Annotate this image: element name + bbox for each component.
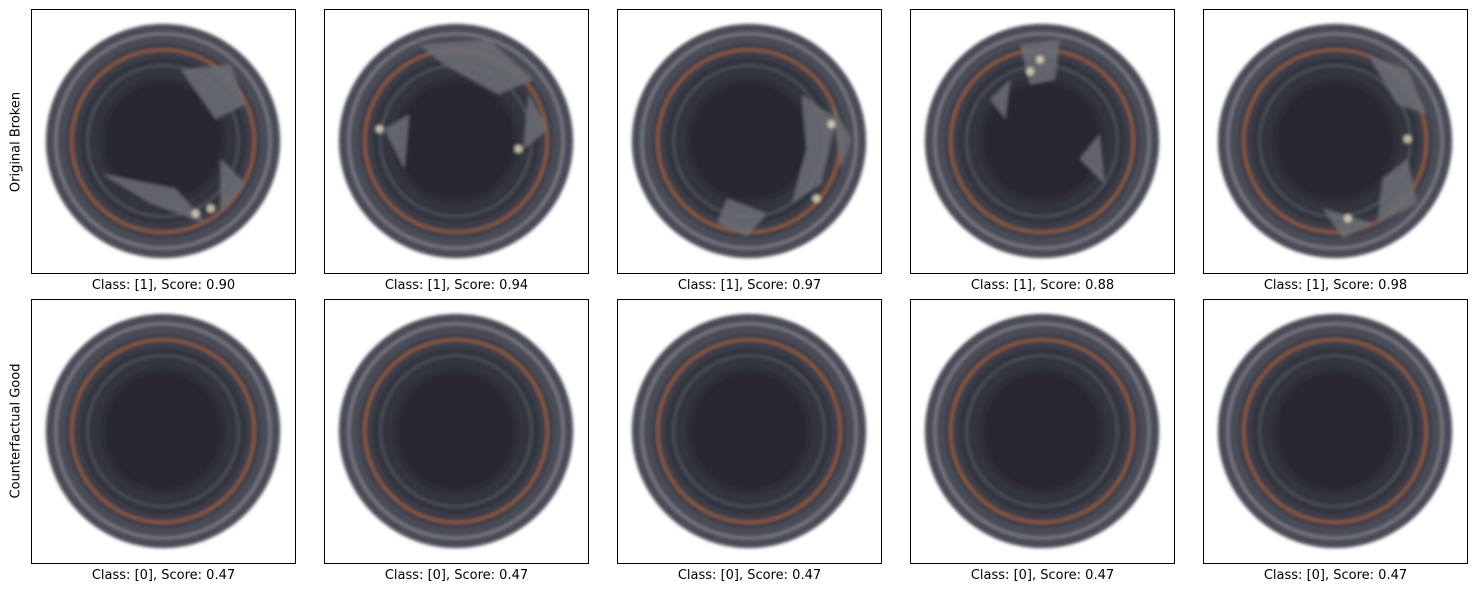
caption-counterfactual-good-1: Class: [0], Score: 0.47: [91, 568, 236, 583]
bottle-photo: [338, 23, 574, 259]
bottle-photo: [924, 313, 1160, 549]
caption-original-broken-4: Class: [1], Score: 0.88: [970, 278, 1115, 293]
caption-original-broken-1: Class: [1], Score: 0.90: [91, 278, 236, 293]
row-label-counterfactual-good: Counterfactual Good: [8, 363, 24, 499]
image-counterfactual-good-5: [1203, 299, 1468, 564]
image-original-broken-5: [1203, 9, 1468, 274]
bottle-photo: [631, 313, 867, 549]
image-counterfactual-good-2: [324, 299, 589, 564]
image-original-broken-1: [31, 9, 296, 274]
caption-counterfactual-good-4: Class: [0], Score: 0.47: [970, 568, 1115, 583]
bottle-photo: [1217, 313, 1453, 549]
image-original-broken-3: [617, 9, 882, 274]
bottle-photo: [631, 23, 867, 259]
row-label-original-broken: Original Broken: [8, 91, 24, 193]
bottle-photo: [338, 313, 574, 549]
bottle-photo: [924, 23, 1160, 259]
image-original-broken-2: [324, 9, 589, 274]
caption-counterfactual-good-2: Class: [0], Score: 0.47: [384, 568, 529, 583]
caption-counterfactual-good-5: Class: [0], Score: 0.47: [1263, 568, 1408, 583]
caption-original-broken-5: Class: [1], Score: 0.98: [1263, 278, 1408, 293]
bottle-photo: [45, 313, 281, 549]
bottle-photo: [1217, 23, 1453, 259]
image-counterfactual-good-1: [31, 299, 296, 564]
caption-original-broken-3: Class: [1], Score: 0.97: [677, 278, 822, 293]
image-counterfactual-good-3: [617, 299, 882, 564]
image-original-broken-4: [910, 9, 1175, 274]
image-counterfactual-good-4: [910, 299, 1175, 564]
caption-original-broken-2: Class: [1], Score: 0.94: [384, 278, 529, 293]
bottle-photo: [45, 23, 281, 259]
caption-counterfactual-good-3: Class: [0], Score: 0.47: [677, 568, 822, 583]
